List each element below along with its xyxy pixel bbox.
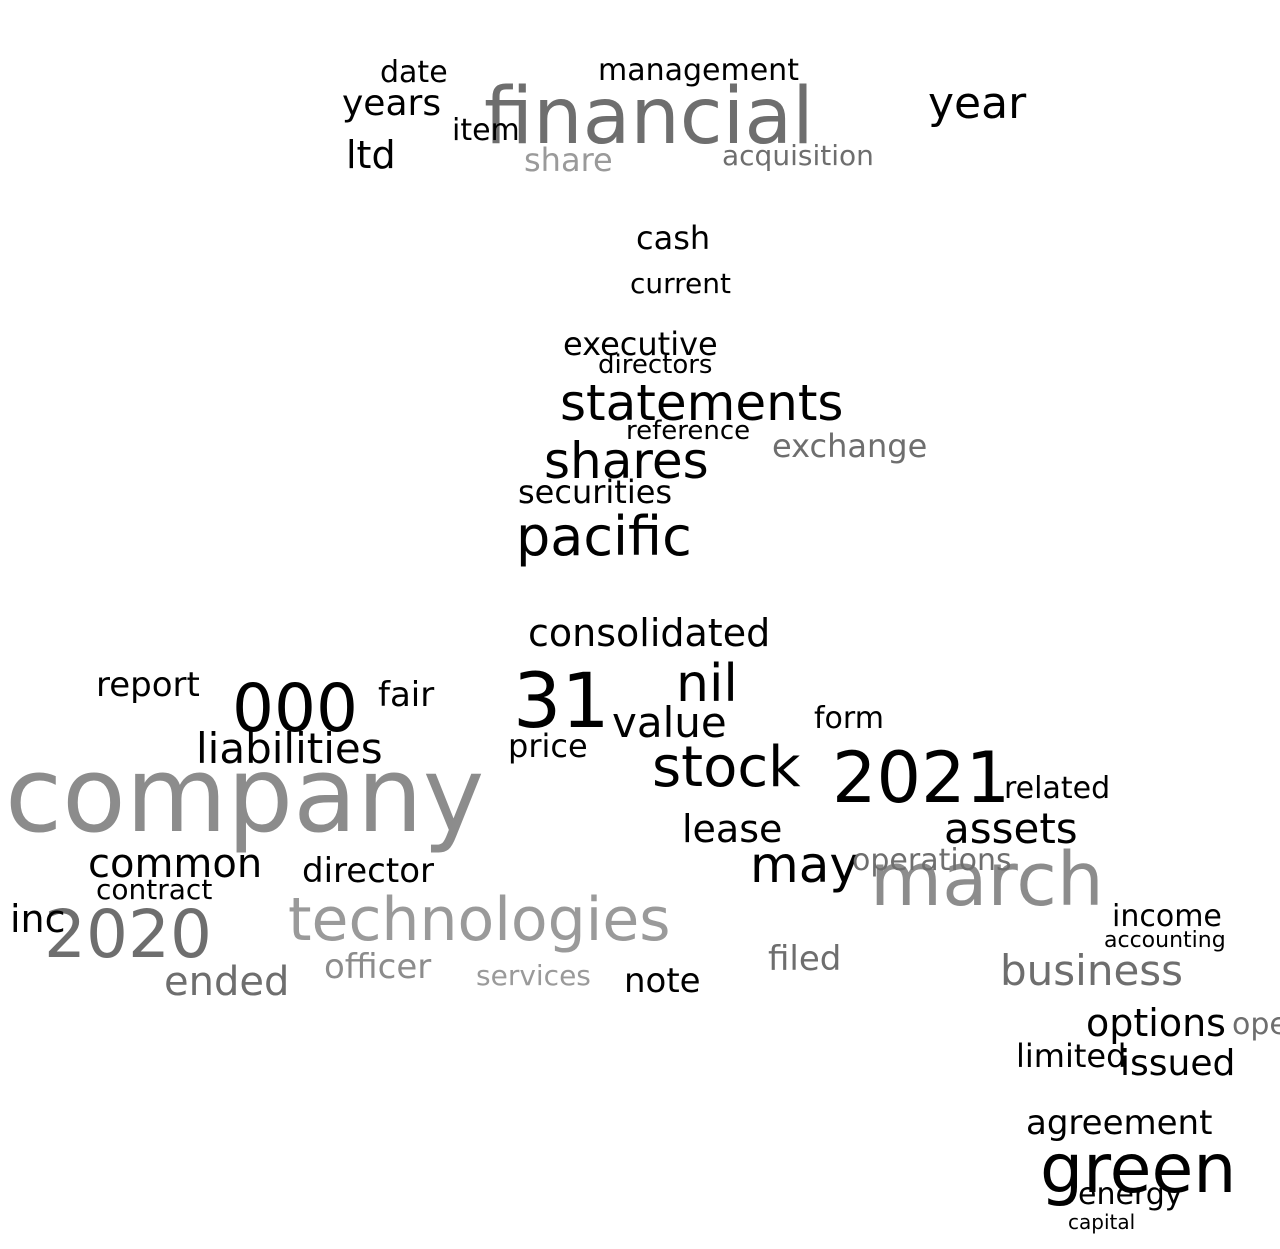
- word-options: options: [1086, 1001, 1226, 1045]
- word-price: price: [508, 727, 588, 765]
- word-income: income: [1112, 899, 1222, 934]
- word-exchange: exchange: [772, 427, 928, 465]
- word-cash: cash: [636, 219, 711, 257]
- word-item: item: [452, 113, 520, 148]
- word-stock: stock: [652, 735, 801, 800]
- word-filed: filed: [768, 939, 842, 979]
- word-march: march: [870, 837, 1104, 923]
- word-statements: statements: [560, 374, 844, 432]
- word-report: report: [96, 665, 200, 705]
- word-pacific: pacific: [516, 505, 692, 568]
- word-management: management: [598, 53, 799, 88]
- word-energy: energy: [1078, 1177, 1183, 1212]
- word-current: current: [630, 267, 732, 300]
- word-31: 31: [513, 656, 610, 745]
- word-executive: executive: [563, 325, 718, 363]
- word-business: business: [1000, 946, 1184, 995]
- word-technologies: technologies: [288, 885, 671, 955]
- word-nil: nil: [676, 654, 738, 714]
- word-year: year: [928, 78, 1027, 129]
- word-lease: lease: [682, 807, 783, 851]
- word-financial: financial: [484, 72, 814, 162]
- word-directors: directors: [598, 350, 713, 380]
- word-accounting: accounting: [1104, 928, 1226, 953]
- word-related: related: [1004, 771, 1111, 806]
- word-securities: securities: [518, 473, 673, 511]
- word-limited: limited: [1016, 1037, 1127, 1075]
- word-green: green: [1040, 1130, 1237, 1209]
- word-consolidated: consolidated: [528, 611, 771, 655]
- word-years: years: [342, 83, 442, 124]
- word-reference: reference: [626, 416, 751, 446]
- word-contract: contract: [96, 873, 213, 906]
- word-officer: officer: [324, 947, 432, 987]
- word-director: director: [302, 851, 434, 891]
- word-common: common: [88, 841, 263, 887]
- word-inc: inc: [10, 897, 66, 941]
- word-form: form: [814, 701, 884, 736]
- word-note: note: [624, 961, 701, 1001]
- word-operating: operating: [1232, 1007, 1280, 1042]
- word-assets: assets: [944, 804, 1078, 853]
- word-fair: fair: [378, 675, 435, 715]
- word-acquisition: acquisition: [722, 139, 874, 172]
- word-ended: ended: [164, 959, 290, 1005]
- word-date: date: [380, 55, 448, 90]
- word-services: services: [476, 959, 591, 992]
- word-agreement: agreement: [1026, 1103, 1213, 1143]
- word-operations: operations: [852, 843, 1012, 878]
- word-ltd: ltd: [346, 133, 396, 177]
- word-share: share: [524, 141, 613, 179]
- word-000: 000: [232, 670, 358, 747]
- word-issued: issued: [1120, 1043, 1236, 1084]
- word-company: company: [5, 734, 485, 856]
- word-shares: shares: [544, 432, 709, 490]
- word-liabilities: liabilities: [196, 724, 383, 773]
- word-capital: capital: [1068, 1210, 1136, 1234]
- word-value: value: [612, 698, 727, 747]
- word-2021: 2021: [832, 737, 1011, 819]
- word-2020: 2020: [44, 896, 212, 973]
- word-may: may: [750, 836, 859, 894]
